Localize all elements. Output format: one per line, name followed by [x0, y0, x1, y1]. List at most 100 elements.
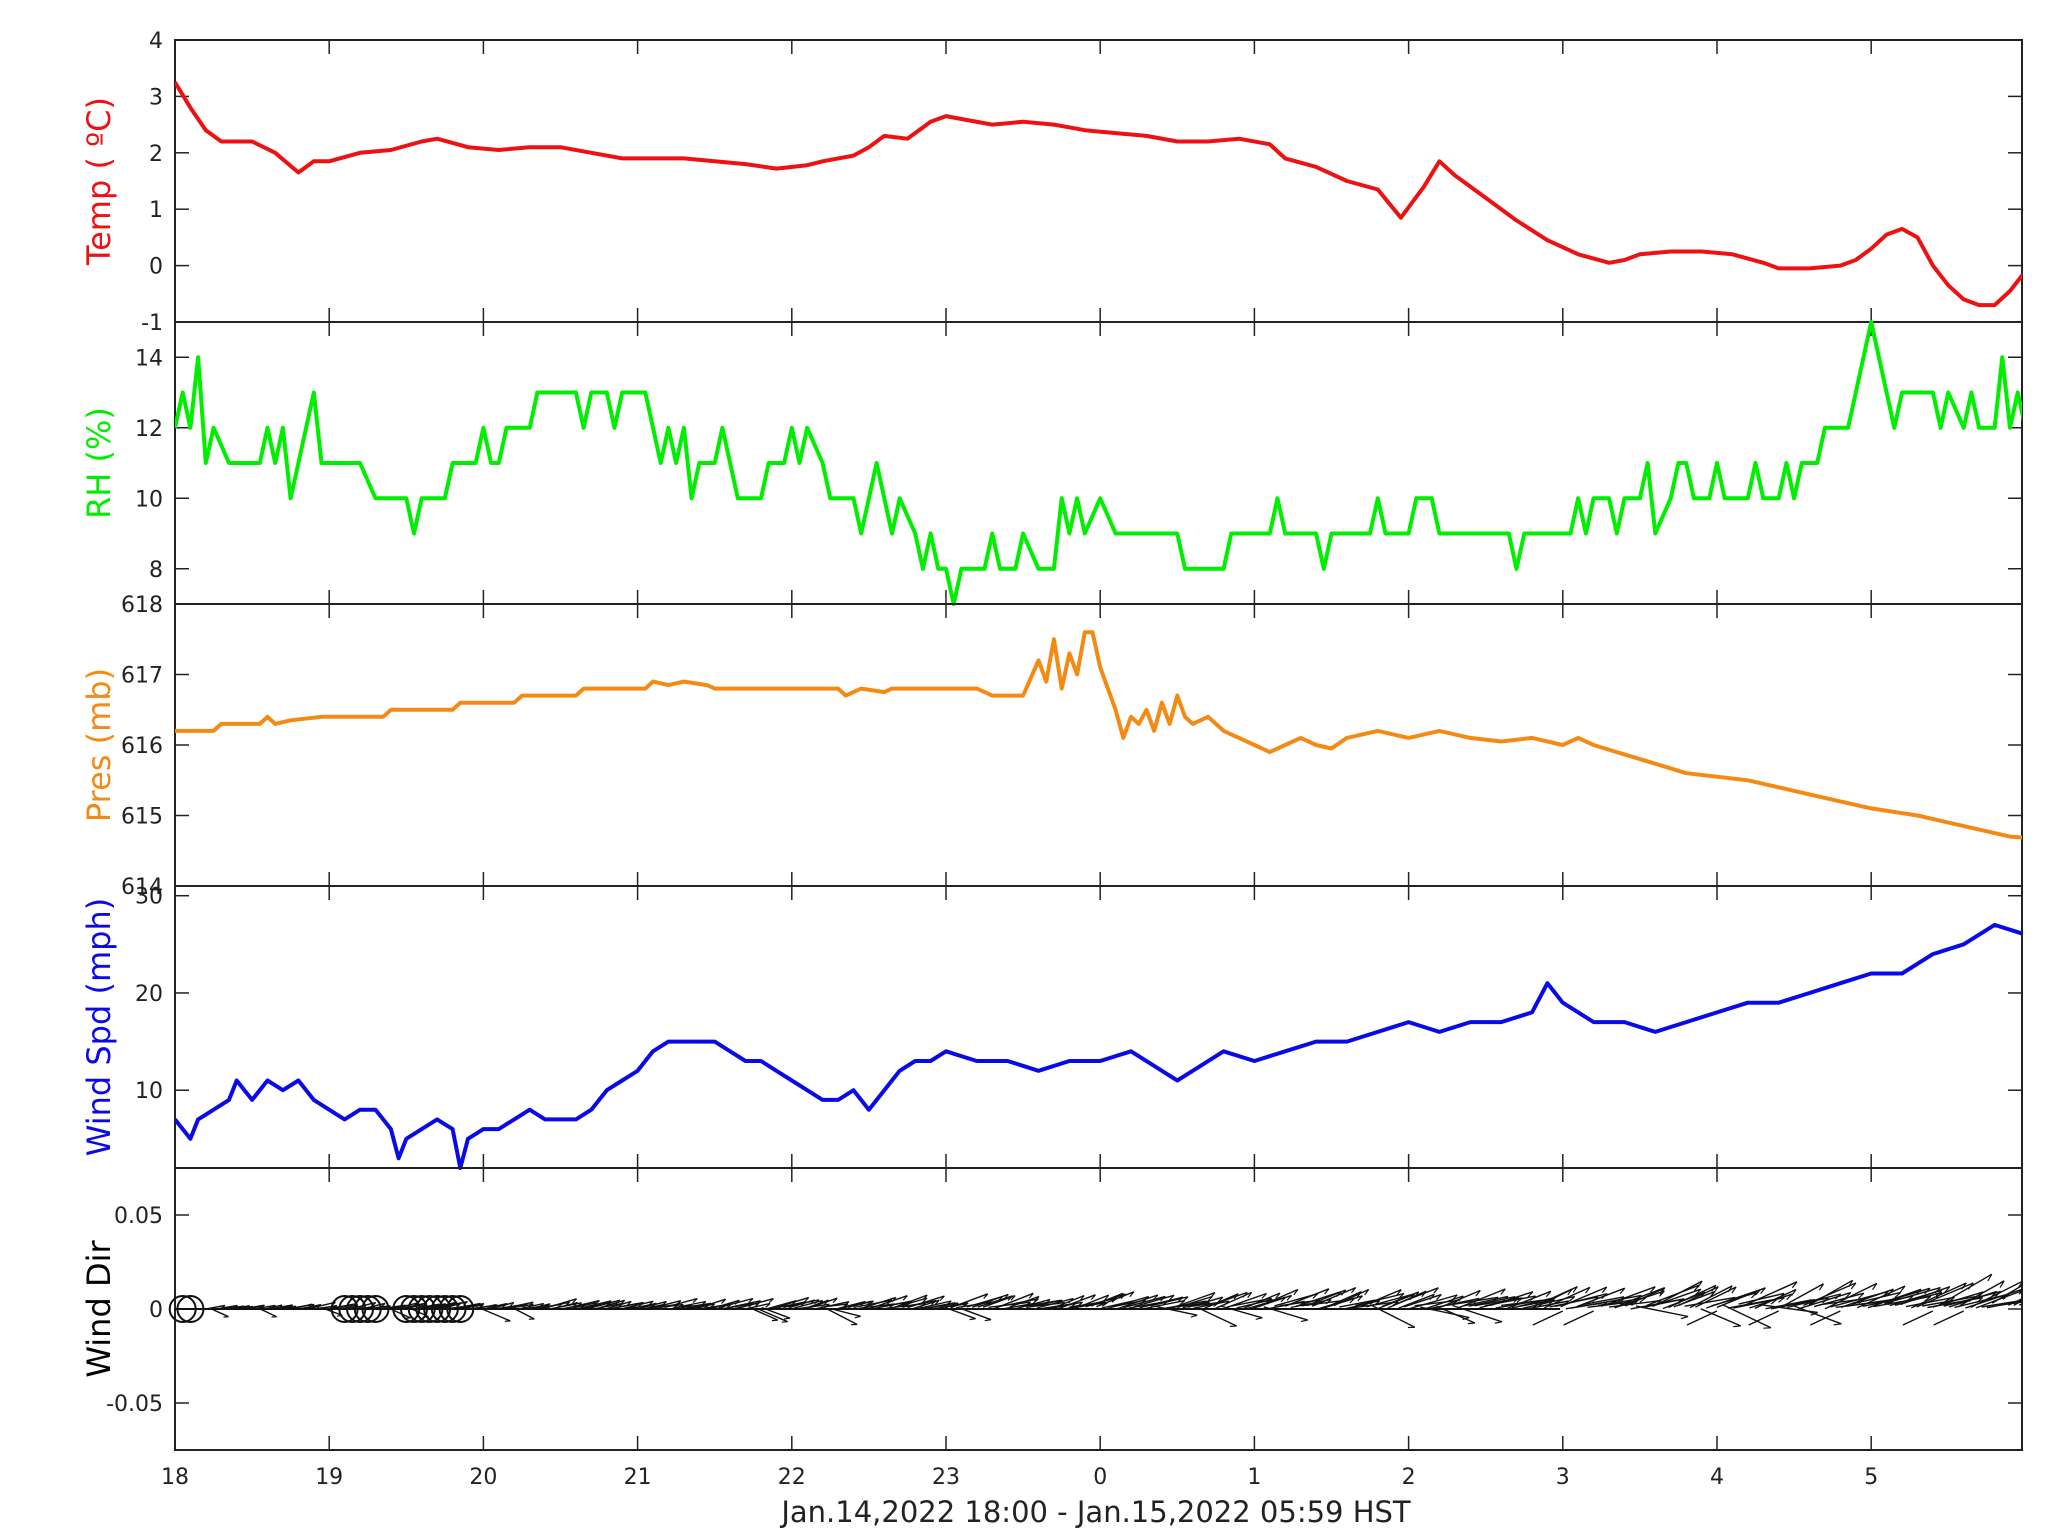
wind-arrow	[696, 1298, 726, 1310]
wind-arrow	[729, 1300, 761, 1309]
wind-arrow	[416, 1303, 440, 1309]
wind-arrow	[1748, 1310, 1779, 1326]
wind-arrow	[675, 1300, 707, 1309]
wind-arrow	[1689, 1285, 1733, 1309]
y-tick-label: 14	[135, 346, 163, 371]
wind-arrow	[632, 1302, 657, 1310]
wind-arrow	[1198, 1307, 1237, 1327]
wind-arrow	[567, 1299, 600, 1309]
y-tick-label: 3	[149, 85, 163, 110]
wind-arrow-head	[1713, 1286, 1719, 1294]
y-tick-label: 1	[149, 198, 163, 223]
wind-arrow	[588, 1299, 621, 1309]
wind-arrow-head	[504, 1320, 511, 1322]
wind-arrow	[480, 1307, 511, 1322]
wind-arrow-head	[573, 1302, 579, 1307]
wind-arrow	[1686, 1310, 1718, 1326]
wind-arrow	[1619, 1287, 1666, 1306]
wind-arrow	[1840, 1288, 1894, 1308]
wind-arrow	[1123, 1295, 1166, 1309]
wind-arrow	[394, 1302, 418, 1309]
wind-arrow	[1743, 1281, 1798, 1307]
wind-arrow	[766, 1300, 797, 1310]
wind-arrow	[1797, 1291, 1852, 1310]
wind-arrow	[718, 1297, 754, 1309]
y-tick-label: 30	[135, 885, 163, 910]
wind-arrow-head	[1433, 1287, 1439, 1294]
y-tick-label: 20	[135, 982, 163, 1007]
y-axis-title: RH (%)	[80, 407, 118, 519]
y-tick-label: 0	[149, 1298, 163, 1323]
wind-arrow	[750, 1307, 779, 1321]
wind-arrow	[270, 1304, 293, 1310]
y-tick-label: 4	[149, 29, 163, 54]
wind-arrow	[1902, 1310, 1934, 1326]
wind-arrow	[837, 1300, 866, 1310]
wind-arrow	[507, 1303, 534, 1310]
x-tick-label: 20	[469, 1465, 497, 1490]
wind-arrow-head	[1293, 1289, 1299, 1296]
wind-arrow-head	[1028, 1292, 1034, 1299]
y-axis-title: Temp ( ºC)	[80, 97, 118, 266]
wind-arrow	[1263, 1306, 1308, 1321]
wind-arrow	[847, 1300, 874, 1309]
wind-arrow	[1738, 1292, 1785, 1305]
wind-arrow-head	[1324, 1288, 1330, 1295]
y-tick-label: 10	[135, 487, 163, 512]
wind-arrow-head	[1750, 1292, 1758, 1299]
series-line	[175, 922, 2022, 1170]
wind-arrow	[1058, 1294, 1096, 1310]
wind-arrow	[1560, 1286, 1608, 1308]
wind-arrow	[810, 1297, 838, 1309]
wind-arrow	[2008, 1297, 2022, 1306]
calm-marker	[438, 1295, 467, 1323]
y-tick-label: -0.05	[106, 1392, 163, 1417]
wind-arrow-head	[781, 1321, 788, 1323]
wind-arrow-head	[1944, 1286, 1951, 1293]
wind-arrow-head	[1848, 1279, 1854, 1288]
wind-arrow-head	[1639, 1297, 1647, 1303]
wind-arrow-head	[1659, 1290, 1665, 1297]
wind-arrow	[378, 1304, 406, 1310]
wind-arrow	[831, 1308, 861, 1317]
wind-arrow	[1991, 1284, 2022, 1304]
x-tick-label: 23	[932, 1465, 960, 1490]
wind-arrow	[1311, 1286, 1356, 1307]
wind-arrow	[1382, 1291, 1420, 1307]
x-tick-label: 22	[778, 1465, 806, 1490]
wind-arrow	[389, 1307, 411, 1319]
wind-arrow	[1700, 1308, 1742, 1327]
wind-arrow	[1333, 1288, 1369, 1307]
wind-arrow	[1668, 1284, 1717, 1309]
wind-arrow	[1933, 1310, 1965, 1326]
wind-arrow	[756, 1307, 788, 1323]
wind-arrow	[594, 1302, 624, 1310]
wind-arrow	[308, 1301, 336, 1310]
wind-arrow	[1678, 1286, 1719, 1306]
x-tick-label: 0	[1093, 1465, 1107, 1490]
wind-arrow-head	[1731, 1286, 1737, 1294]
wind-arrow-head	[1872, 1283, 1878, 1290]
wind-arrow	[1824, 1282, 1878, 1310]
wind-arrow-head	[748, 1298, 754, 1304]
y-tick-label: 2	[149, 142, 163, 167]
wind-arrow	[869, 1295, 908, 1310]
wind-arrow	[1635, 1305, 1689, 1318]
wind-arrow	[1810, 1310, 1841, 1326]
wind-arrow	[1695, 1286, 1737, 1308]
x-axis-title: Jan.14,2022 18:00 - Jan.15,2022 05:59 HS…	[779, 1495, 1411, 1529]
wind-arrow	[1625, 1287, 1665, 1307]
wind-arrow	[1970, 1280, 2022, 1309]
panel-1: 4 3 2 1 0 -1 Temp ( ºC)	[80, 29, 2023, 336]
wind-arrow-head	[1697, 1280, 1703, 1288]
wind-arrow-head	[939, 1295, 945, 1301]
wind-arrow	[1532, 1310, 1564, 1326]
wind-arrow	[821, 1303, 849, 1308]
wind-arrow	[556, 1301, 578, 1309]
wind-arrow-head	[1760, 1287, 1766, 1294]
wind-arrow	[1851, 1291, 1901, 1305]
y-axis-title: Wind Dir	[80, 1240, 118, 1378]
wind-arrow	[1684, 1296, 1736, 1307]
wind-arrow	[302, 1303, 322, 1310]
wind-arrow-head	[1568, 1296, 1576, 1302]
